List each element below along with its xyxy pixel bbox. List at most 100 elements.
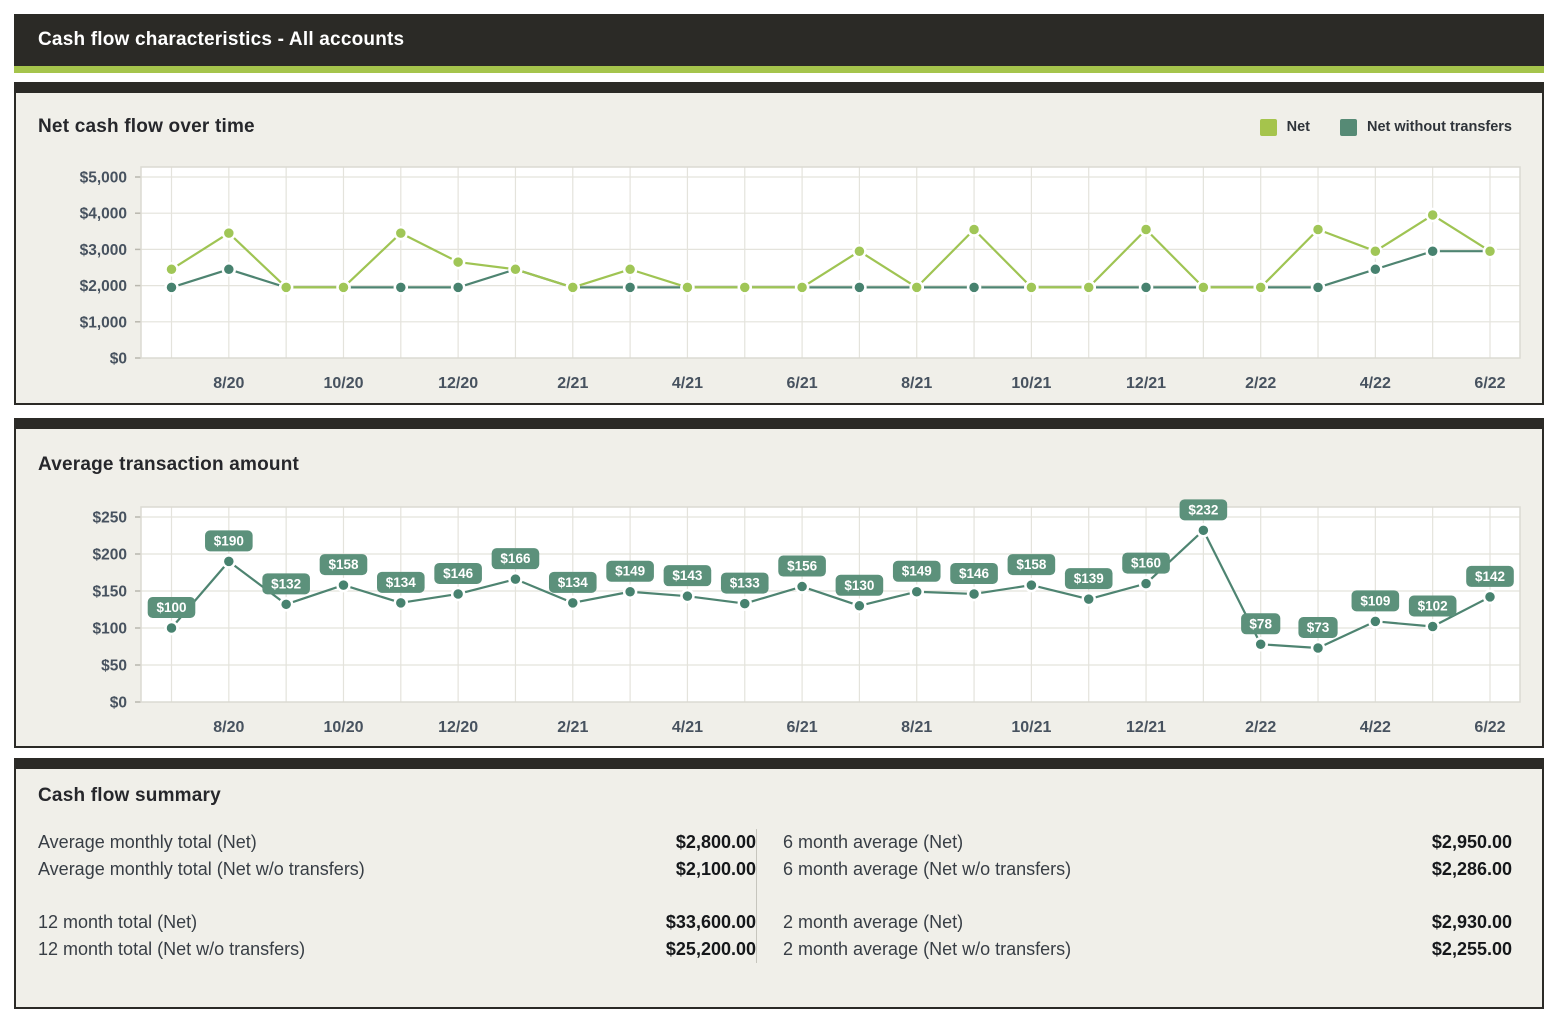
average-transaction-data-point [1312, 642, 1324, 654]
average-transaction-data-point [166, 622, 178, 634]
y-axis-tick-label: $5,000 [80, 170, 127, 187]
average-transaction-data-point [1025, 579, 1037, 591]
net-data-point [1197, 281, 1209, 293]
data-label-text: $134 [386, 575, 417, 590]
net-without-transfers-data-point [853, 281, 865, 293]
summary-value: $2,950.00 [1432, 829, 1512, 856]
average-transaction-data-point [1255, 638, 1267, 650]
legend-item-net: Net [1260, 119, 1310, 136]
report-header: Cash flow characteristics - All accounts [14, 14, 1544, 73]
data-label-text: $142 [1475, 569, 1505, 584]
x-axis-tick-label: 4/21 [672, 375, 703, 392]
average-transaction-data-point [509, 573, 521, 585]
average-transaction-data-point [1427, 621, 1439, 633]
summary-label: 6 month average (Net w/o transfers) [783, 856, 1071, 883]
x-axis-tick-label: 10/21 [1011, 375, 1051, 392]
y-axis-tick-label: $0 [110, 351, 127, 368]
net-without-transfers-data-point [968, 281, 980, 293]
data-label-text: $158 [328, 557, 359, 572]
data-label-text: $73 [1307, 620, 1330, 635]
x-axis-tick-label: 10/20 [323, 719, 363, 736]
data-label-text: $102 [1418, 599, 1448, 614]
summary-row: Average monthly total (Net) $2,800.00 [38, 829, 756, 856]
net-legend-swatch-icon [1260, 119, 1277, 136]
net-data-point [1083, 281, 1095, 293]
net-without-transfers-data-point [166, 281, 178, 293]
net-without-transfers-data-point [395, 281, 407, 293]
cash-flow-summary-panel: Cash flow summary Average monthly total … [14, 758, 1544, 1009]
net-data-point [624, 263, 636, 275]
y-axis-tick-label: $3,000 [80, 242, 127, 259]
x-axis-tick-label: 4/22 [1360, 719, 1391, 736]
summary-value: $33,600.00 [666, 909, 756, 936]
summary-label: 6 month average (Net) [783, 829, 963, 856]
net-without-transfers-data-point [1369, 263, 1381, 275]
net-without-transfers-legend-label: Net without transfers [1367, 119, 1512, 135]
y-axis-tick-label: $100 [93, 621, 127, 638]
net-data-point [1140, 223, 1152, 235]
data-label-text: $160 [1131, 556, 1161, 571]
data-label-text: $166 [500, 551, 531, 566]
summary-row: 6 month average (Net w/o transfers) $2,2… [783, 856, 1512, 883]
y-axis-tick-label: $50 [101, 658, 127, 675]
x-axis-tick-label: 12/21 [1126, 719, 1166, 736]
summary-label: Average monthly total (Net) [38, 829, 257, 856]
summary-value: $2,800.00 [676, 829, 756, 856]
average-transaction-data-point [280, 598, 292, 610]
data-label-text: $133 [730, 576, 761, 591]
net-data-point [681, 281, 693, 293]
y-axis-tick-label: $1,000 [80, 314, 127, 331]
x-axis-tick-label: 8/20 [213, 375, 244, 392]
data-label-text: $146 [443, 566, 474, 581]
net-data-point [796, 281, 808, 293]
x-axis-tick-label: 8/20 [213, 719, 244, 736]
x-axis-tick-label: 2/22 [1245, 719, 1276, 736]
data-label-text: $78 [1249, 616, 1272, 631]
x-axis-tick-label: 2/22 [1245, 375, 1276, 392]
net-data-point [280, 281, 292, 293]
legend-item-net-without-transfers: Net without transfers [1340, 119, 1512, 136]
net-legend-label: Net [1287, 119, 1310, 135]
net-data-point [452, 256, 464, 268]
net-without-transfers-data-point [624, 281, 636, 293]
average-transaction-data-point [1083, 593, 1095, 605]
summary-row: 6 month average (Net) $2,950.00 [783, 829, 1512, 856]
data-label-text: $156 [787, 559, 818, 574]
summary-label: 12 month total (Net) [38, 909, 197, 936]
average-transaction-data-point [452, 588, 464, 600]
net-data-point [1255, 281, 1267, 293]
summary-value: $2,930.00 [1432, 909, 1512, 936]
x-axis-tick-label: 10/21 [1011, 719, 1051, 736]
data-label-text: $139 [1074, 571, 1104, 586]
data-label-text: $149 [902, 564, 932, 579]
summary-row: 2 month average (Net) $2,930.00 [783, 909, 1512, 936]
x-axis-tick-label: 6/21 [787, 375, 818, 392]
x-axis-tick-label: 6/22 [1474, 375, 1505, 392]
net-data-point [509, 263, 521, 275]
summary-label: Average monthly total (Net w/o transfers… [38, 856, 365, 883]
net-data-point [395, 227, 407, 239]
legend: Net Net without transfers [1260, 119, 1512, 136]
summary-left-column: Average monthly total (Net) $2,800.00 Av… [16, 829, 756, 963]
y-axis-tick-label: $4,000 [80, 206, 127, 223]
net-without-transfers-data-point [1427, 245, 1439, 257]
net-data-point [739, 281, 751, 293]
summary-value: $2,255.00 [1432, 936, 1512, 963]
summary-label: 2 month average (Net w/o transfers) [783, 936, 1071, 963]
report-page: Cash flow characteristics - All accounts… [0, 0, 1558, 1023]
net-data-point [911, 281, 923, 293]
summary-row: Average monthly total (Net w/o transfers… [38, 856, 756, 883]
average-transaction-data-point [1484, 591, 1496, 603]
average-transaction-data-point [337, 579, 349, 591]
average-transaction-chart: $0$50$100$150$200$2508/2010/2012/202/214… [16, 495, 1542, 750]
average-transaction-data-point [223, 555, 235, 567]
summary-row: 12 month total (Net) $33,600.00 [38, 909, 756, 936]
net-data-point [567, 281, 579, 293]
net-data-point [1025, 281, 1037, 293]
net-cash-flow-panel: Net cash flow over time Net Net without … [14, 82, 1544, 405]
x-axis-tick-label: 2/21 [557, 375, 588, 392]
net-without-transfers-data-point [1312, 281, 1324, 293]
x-axis-tick-label: 12/20 [438, 719, 478, 736]
summary-value: $25,200.00 [666, 936, 756, 963]
data-label-text: $149 [615, 564, 645, 579]
